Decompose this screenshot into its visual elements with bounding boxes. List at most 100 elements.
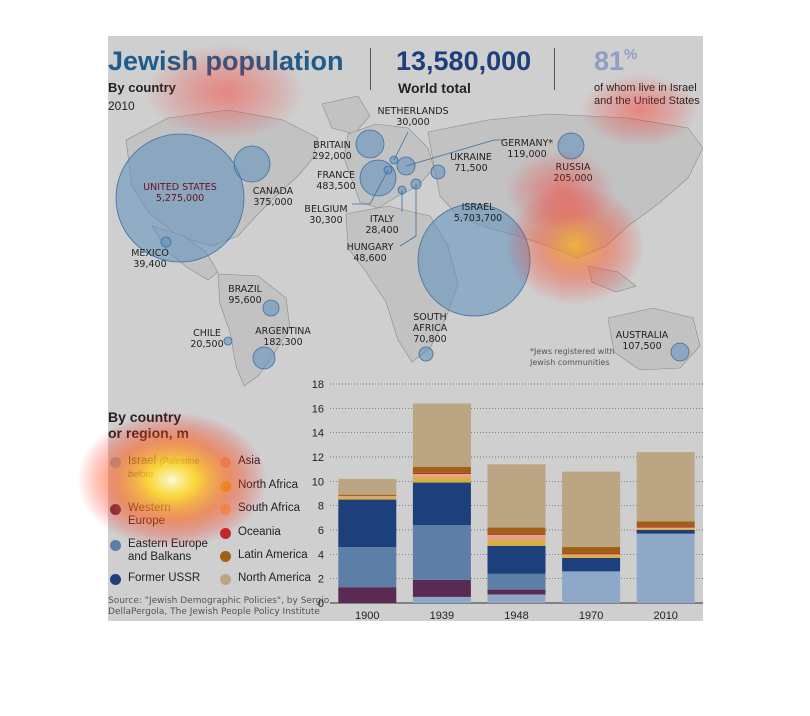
stacked-bar-chart: 0 2 4 6 8 10 12 14 16 18 1900 1939 1948 1970 2010 [312, 379, 703, 621]
bar-segment [412, 525, 471, 580]
label-south-africa: SOUTH AFRICA 70,800 [412, 312, 448, 345]
bar-segment [412, 477, 471, 483]
legend-swatch [110, 540, 121, 551]
legend-swatch [110, 574, 121, 585]
bar-segment [562, 571, 621, 603]
x-tick-label: 1970 [579, 610, 603, 621]
legend-swatch [220, 457, 231, 468]
bar-segment [636, 526, 695, 528]
y-tick-label: 8 [318, 501, 324, 513]
label-united-states: UNITED STATES 5,275,000 [143, 182, 217, 204]
bubble-ukraine[interactable] [430, 164, 446, 180]
year-label: 2010 [108, 99, 135, 113]
bar-segment [338, 499, 397, 548]
x-tick-label: 1939 [430, 610, 454, 621]
bubble-brazil[interactable] [262, 299, 280, 317]
bar-segment [487, 534, 546, 537]
bubble-south-africa[interactable] [418, 346, 434, 362]
x-tick-label: 1900 [355, 610, 379, 621]
label-chile: CHILE 20,500 [190, 328, 224, 350]
bar-segment [338, 494, 397, 496]
world-total-label: World total [398, 80, 471, 96]
leader-netherlands [393, 131, 409, 161]
bar-segment [636, 527, 695, 529]
bar-segment [487, 594, 546, 603]
leader-belgium [352, 169, 389, 205]
bubble-chile[interactable] [223, 336, 233, 346]
y-tick-label: 10 [312, 476, 324, 488]
x-tick-label: 2010 [653, 610, 677, 621]
bar-segment [338, 495, 397, 498]
label-brazil: BRAZIL 95,600 [228, 284, 262, 306]
bubble-argentina[interactable] [252, 346, 276, 370]
leader-lines [352, 131, 506, 247]
bubble-canada[interactable] [233, 145, 271, 183]
bar-segment [412, 596, 471, 603]
bar-segment [562, 471, 621, 548]
label-russia: RUSSIA 205,000 [553, 162, 593, 184]
bar-segment [412, 472, 471, 475]
bubble-britain[interactable] [355, 129, 385, 159]
bar-segment [338, 547, 397, 588]
bar-segment [487, 573, 546, 590]
bar-segment [487, 527, 546, 534]
bar-segment [412, 475, 471, 478]
bar-segment [636, 533, 695, 603]
legend-swatch [220, 481, 231, 492]
map-footnote: *Jews registered with Jewish communities [530, 347, 615, 367]
legend-swatch [220, 551, 231, 562]
bar-segment [562, 557, 621, 572]
bar-segment [338, 478, 397, 495]
bar-segment [338, 497, 397, 500]
label-canada: CANADA 375,000 [252, 186, 294, 208]
bubble-france[interactable] [359, 159, 397, 197]
y-tick-label: 12 [312, 452, 324, 464]
label-france: FRANCE 483,500 [316, 170, 356, 192]
bar-segment [562, 553, 621, 555]
bar-segment [636, 452, 695, 522]
bubble-mexico[interactable] [160, 236, 172, 248]
bar-segment [412, 403, 471, 467]
label-israel: ISRAEL 5,703,700 [453, 202, 503, 224]
legend-swatch [220, 528, 231, 539]
bar-segment [487, 533, 546, 535]
leader-hungary [399, 184, 417, 247]
bar-segment [636, 530, 695, 534]
bar-segment [412, 579, 471, 597]
label-italy: ITALY 28,400 [365, 214, 399, 236]
label-germany: GERMANY* 119,000 [500, 138, 554, 160]
bar-segment [562, 547, 621, 554]
header-divider [370, 48, 371, 90]
label-ukraine: UKRAINE 71,500 [450, 152, 492, 174]
leader-germany [405, 139, 506, 167]
bubble-australia[interactable] [670, 342, 690, 362]
bar-segment [487, 539, 546, 546]
label-mexico: MEXICO 39,400 [131, 248, 169, 270]
percent-value: 81% [594, 46, 638, 76]
x-tick-label: 1948 [504, 610, 528, 621]
y-tick-label: 4 [318, 549, 324, 561]
label-australia: AUSTRALIA 107,500 [615, 330, 669, 352]
legend-swatch [110, 457, 121, 468]
y-tick-label: 2 [318, 574, 324, 586]
infographic-panel: Jewish population By country 2010 13,580… [108, 36, 703, 621]
bar-segment [636, 528, 695, 530]
bar-segment [562, 555, 621, 558]
source-note: Source: "Jewish Demographic Policies", b… [108, 596, 330, 617]
legend-title: By country or region, m [108, 409, 189, 441]
y-tick-label: 16 [312, 403, 324, 415]
label-britain: BRITAIN 292,000 [312, 140, 352, 162]
bar-segment [562, 554, 621, 556]
bar-segment [487, 545, 546, 574]
y-tick-label: 0 [318, 598, 324, 610]
bar-segment [487, 536, 546, 540]
label-hungary: HUNGARY 48,600 [346, 242, 394, 264]
bar-segment [487, 464, 546, 528]
label-netherlands: NETHERLANDS 30,000 [377, 106, 449, 128]
legend-swatch [220, 574, 231, 585]
label-belgium: BELGIUM 30,300 [304, 204, 348, 226]
legend-swatch [220, 504, 231, 515]
bar-segment [412, 466, 471, 473]
world-total-value: 13,580,000 [396, 46, 532, 76]
y-tick-label: 14 [312, 428, 324, 440]
